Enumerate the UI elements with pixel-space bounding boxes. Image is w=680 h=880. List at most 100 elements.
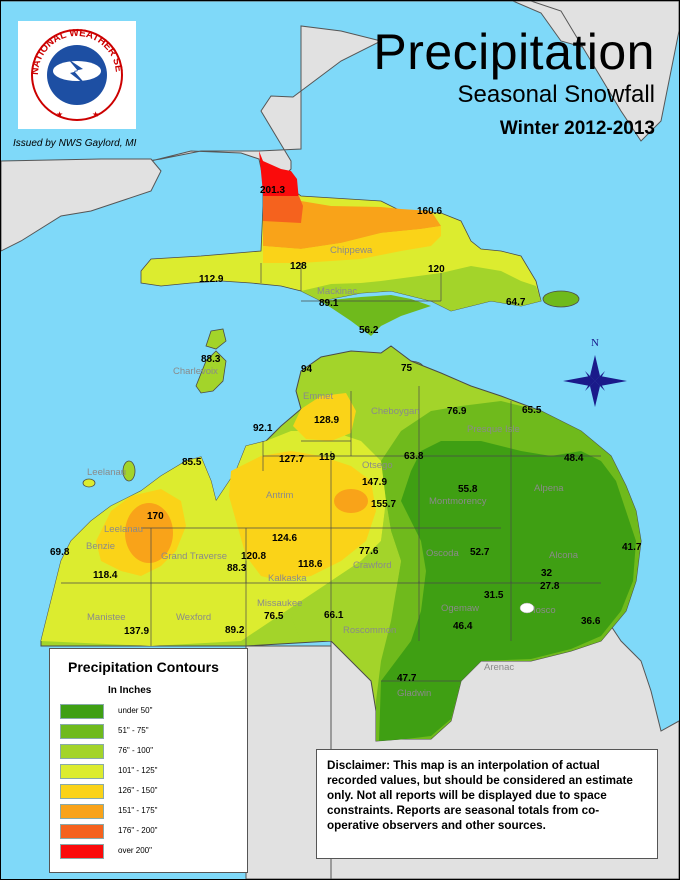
county-label: Otsego	[362, 460, 393, 471]
report-value: 69.8	[50, 547, 70, 558]
county-label: Crawford	[353, 560, 392, 571]
county-label: Chippewa	[330, 245, 373, 256]
legend-label: 151" - 175"	[118, 806, 158, 815]
report-value: 41.7	[622, 542, 642, 553]
report-value: 124.6	[272, 533, 297, 544]
report-value: 92.1	[253, 423, 273, 434]
county-label: Benzie	[86, 541, 115, 552]
legend: Precipitation Contours In Inches under 5…	[49, 648, 248, 873]
compass-north-label: N	[591, 337, 599, 349]
report-value: 55.8	[458, 484, 478, 495]
report-value: 170	[147, 511, 164, 522]
report-value: 127.7	[279, 454, 304, 465]
eup-contour-red-orange	[263, 196, 303, 223]
county-label: Leelanau	[104, 524, 143, 535]
report-value: 85.5	[182, 457, 202, 468]
ontario-land	[301, 1, 679, 142]
report-value: 120.8	[241, 551, 266, 562]
report-value: 46.4	[453, 621, 473, 632]
county-label: Presque Isle	[467, 424, 520, 435]
report-value: 76.9	[447, 406, 467, 417]
page-subtitle: Seasonal Snowfall	[457, 81, 655, 108]
beaver-island	[195, 350, 227, 394]
lp-contour-lime-east	[291, 501, 401, 641]
legend-swatch	[60, 784, 104, 799]
report-value: 88.3	[227, 563, 247, 574]
county-label: Mackinac	[317, 286, 357, 297]
lp-contour-orange-east	[334, 489, 368, 513]
report-value: 112.9	[199, 274, 224, 285]
legend-label: 176" - 200"	[118, 826, 158, 835]
county-label: Montmorency	[429, 496, 487, 507]
county-label: Kalkaska	[268, 573, 307, 584]
legend-units: In Inches	[108, 685, 152, 696]
report-value: 56.2	[359, 325, 379, 336]
issued-by: Issued by NWS Gaylord, MI	[13, 138, 137, 149]
legend-swatch	[60, 824, 104, 839]
legend-title: Precipitation Contours	[68, 659, 219, 675]
county-label: Emmet	[303, 391, 333, 402]
report-value: 118.6	[298, 559, 323, 570]
county-label: Grand Traverse	[161, 551, 227, 562]
report-value: 36.6	[581, 616, 601, 627]
report-value: 89.2	[225, 625, 245, 636]
report-value: 89.1	[319, 298, 339, 309]
eup-contour-yellow	[263, 226, 441, 263]
legend-swatch	[60, 804, 104, 819]
report-value: 47.7	[397, 673, 417, 684]
report-value: 201.3	[260, 185, 285, 196]
report-value: 31.5	[484, 590, 504, 601]
disclaimer: Disclaimer: This map is an interpolation…	[316, 749, 658, 859]
lp-contour-gold-north	[293, 393, 356, 441]
lp-contour-gold	[229, 451, 376, 581]
svg-text:★: ★	[92, 110, 99, 119]
eup-green	[321, 295, 431, 336]
legend-label: 126" - 150"	[118, 786, 158, 795]
legend-swatch	[60, 844, 104, 859]
legend-label: over 200"	[118, 846, 152, 855]
legend-label: 76" - 100"	[118, 746, 154, 755]
north-manitou-island	[82, 478, 96, 488]
county-label: Cheboygan	[371, 406, 420, 417]
season-label: Winter 2012-2013	[499, 118, 655, 139]
legend-swatch	[60, 764, 104, 779]
county-lines	[61, 263, 601, 682]
county-label: Manistee	[87, 612, 126, 623]
county-label: Missaukee	[257, 598, 302, 609]
compass-rose	[563, 355, 627, 407]
county-label: Gladwin	[397, 688, 431, 699]
lp-contour-darkgreen	[379, 441, 636, 741]
report-value: 63.8	[404, 451, 424, 462]
garden-island	[205, 328, 227, 350]
county-label: Iosco	[533, 605, 556, 616]
report-value: 27.8	[540, 581, 560, 592]
report-value: 147.9	[362, 477, 387, 488]
report-value: 137.9	[124, 626, 149, 637]
report-value: 128	[290, 261, 307, 272]
county-label: Leelanau	[87, 467, 126, 478]
report-value: 128.9	[314, 415, 339, 426]
report-value: 75	[401, 363, 413, 374]
report-value: 94	[301, 364, 313, 375]
report-value: 155.7	[371, 499, 396, 510]
county-label: Arenac	[484, 662, 514, 673]
report-value: 32	[541, 568, 553, 579]
eup-lightgreen	[301, 266, 541, 311]
report-value: 77.6	[359, 546, 379, 557]
upper-peninsula-land	[1, 25, 383, 198]
nws-logo: NATIONAL WEATHER SERVICE ★ ★	[14, 13, 136, 129]
report-value: 66.1	[324, 610, 344, 621]
report-value: 76.5	[264, 611, 284, 622]
report-value: 118.4	[93, 570, 118, 581]
county-label: Alpena	[534, 483, 564, 494]
nws-logo-emblem: NATIONAL WEATHER SERVICE ★ ★	[14, 13, 124, 121]
report-value: 48.4	[564, 453, 584, 464]
lp-contour-orange-west	[125, 503, 173, 563]
legend-label: 51" - 75"	[118, 726, 149, 735]
legend-label: 101" - 125"	[118, 766, 158, 775]
county-labels: Chippewa Mackinac Charlevoix Emmet Chebo…	[86, 245, 579, 699]
svg-text:★: ★	[56, 110, 63, 119]
report-value: 119	[319, 452, 336, 463]
legend-label: under 50"	[118, 706, 153, 715]
